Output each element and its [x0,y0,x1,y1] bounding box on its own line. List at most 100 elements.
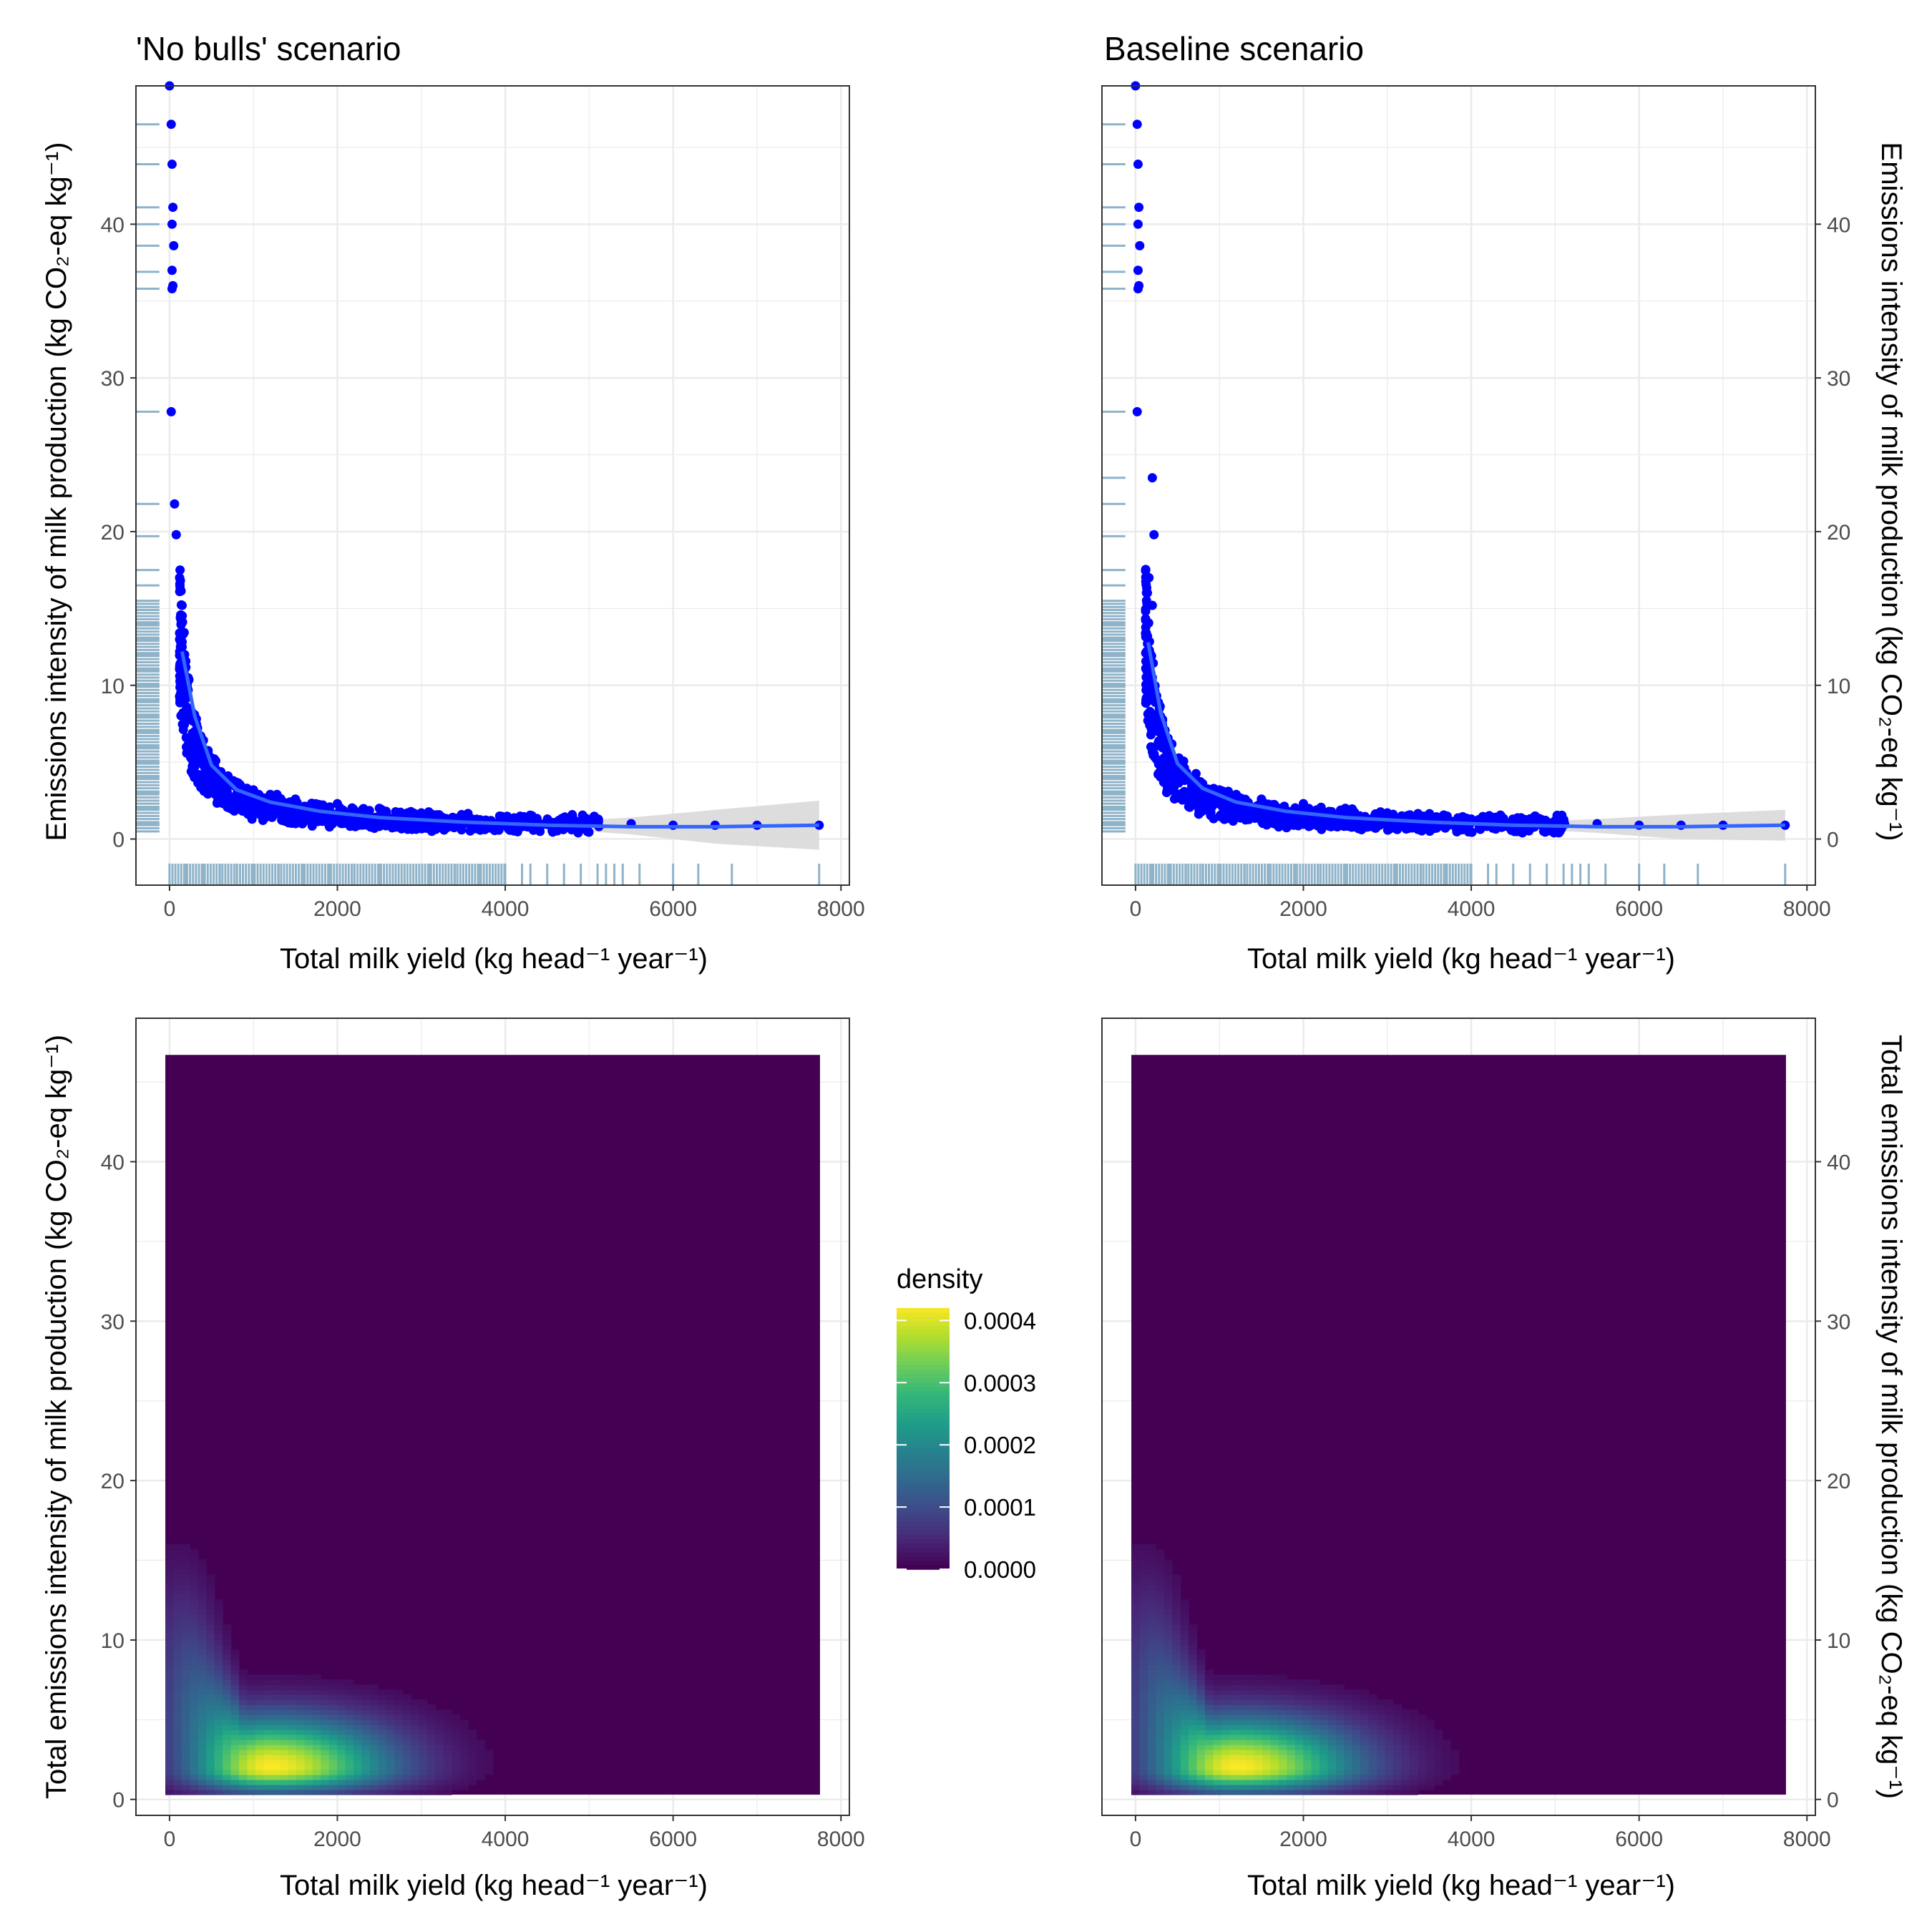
raster-cell [378,1770,387,1775]
data-point [167,160,177,170]
data-point [168,203,178,213]
raster-cell [1147,1549,1156,1555]
raster-cell [1360,1740,1370,1745]
raster-cell [296,1704,306,1710]
raster-cell [345,1735,354,1740]
raster-cell [1131,1704,1141,1710]
raster-cell [206,1669,215,1675]
raster-cell [1344,1709,1353,1715]
raster-cell [1163,1579,1173,1585]
raster-cell [190,1644,199,1650]
raster-cell [1246,1745,1255,1750]
raster-cell [1294,1740,1304,1745]
raster-cell [1409,1735,1418,1740]
raster-cell [1262,1724,1272,1730]
raster-cell [1278,1765,1287,1770]
raster-cell [1294,1719,1304,1725]
raster-cell [1147,1609,1156,1615]
raster-cell [312,1699,321,1705]
raster-cell [1401,1740,1410,1745]
raster-cell [165,1760,175,1765]
raster-cell [271,1684,280,1690]
raster-cell [165,1714,175,1720]
raster-cell [1147,1564,1156,1570]
raster-cell [165,1654,175,1660]
raster-cell [312,1694,321,1700]
raster-cell [1131,1709,1141,1715]
raster-cell [1319,1770,1329,1775]
raster-cell [255,1729,264,1735]
raster-cell [386,1689,395,1695]
raster-cell [288,1755,297,1760]
x-tick-label: 8000 [817,897,865,921]
raster-cell [1172,1639,1181,1645]
raster-cell [1311,1684,1320,1690]
raster-cell [271,1735,280,1740]
raster-cell [1213,1760,1222,1765]
raster-cell [197,1735,207,1740]
raster-background [165,1055,820,1795]
raster-cell [1196,1704,1206,1710]
raster-cell [271,1724,280,1730]
data-point [1150,725,1160,735]
raster-cell [1163,1599,1173,1605]
raster-cell [1278,1790,1287,1795]
raster-cell [1147,1559,1156,1565]
raster-cell [271,1714,280,1720]
raster-cell [1352,1775,1361,1780]
raster-cell [1221,1709,1230,1715]
raster-cell [1344,1740,1353,1745]
raster-cell [280,1704,289,1710]
raster-cell [1196,1729,1206,1735]
raster-cell [230,1699,240,1705]
raster-cell [190,1745,199,1750]
legend-color-step [897,1508,950,1513]
raster-cell [1254,1760,1263,1765]
raster-cell [1270,1785,1279,1790]
raster-cell [1156,1584,1165,1590]
raster-cell [1147,1544,1156,1550]
raster-cell [1450,1750,1460,1755]
raster-cell [1246,1724,1255,1730]
raster-cell [206,1574,215,1580]
data-point [169,240,179,250]
raster-cell [230,1719,240,1725]
raster-cell [1294,1714,1304,1720]
raster-cell [165,1609,175,1615]
raster-cell [427,1785,436,1790]
raster-cell [197,1574,207,1580]
raster-cell [1409,1775,1418,1780]
x-tick-label: 6000 [1615,897,1663,921]
raster-cell [197,1614,207,1620]
raster-cell [427,1775,436,1780]
raster-cell [181,1709,190,1715]
raster-cell [255,1785,264,1790]
raster-cell [1156,1614,1165,1620]
raster-cell [1139,1604,1148,1610]
raster-cell [181,1699,190,1705]
raster-cell [247,1674,256,1680]
raster-cell [1131,1659,1141,1665]
raster-cell [197,1770,207,1775]
raster-cell [1344,1745,1353,1750]
raster-cell [419,1740,428,1745]
raster-cell [1294,1765,1304,1770]
raster-cell [1147,1765,1156,1770]
raster-cell [288,1689,297,1695]
raster-cell [1229,1699,1239,1705]
raster-cell [1131,1579,1141,1585]
raster-cell [206,1624,215,1630]
raster-cell [328,1740,338,1745]
raster-cell [206,1760,215,1765]
raster-cell [206,1589,215,1595]
raster-cell [1303,1780,1312,1785]
raster-cell [1172,1785,1181,1790]
raster-cell [173,1684,182,1690]
raster-cell [1360,1719,1370,1725]
raster-cell [1262,1760,1272,1765]
raster-cell [214,1755,223,1760]
raster-cell [214,1765,223,1770]
raster-cell [1237,1724,1246,1730]
smooth-line [180,651,819,829]
